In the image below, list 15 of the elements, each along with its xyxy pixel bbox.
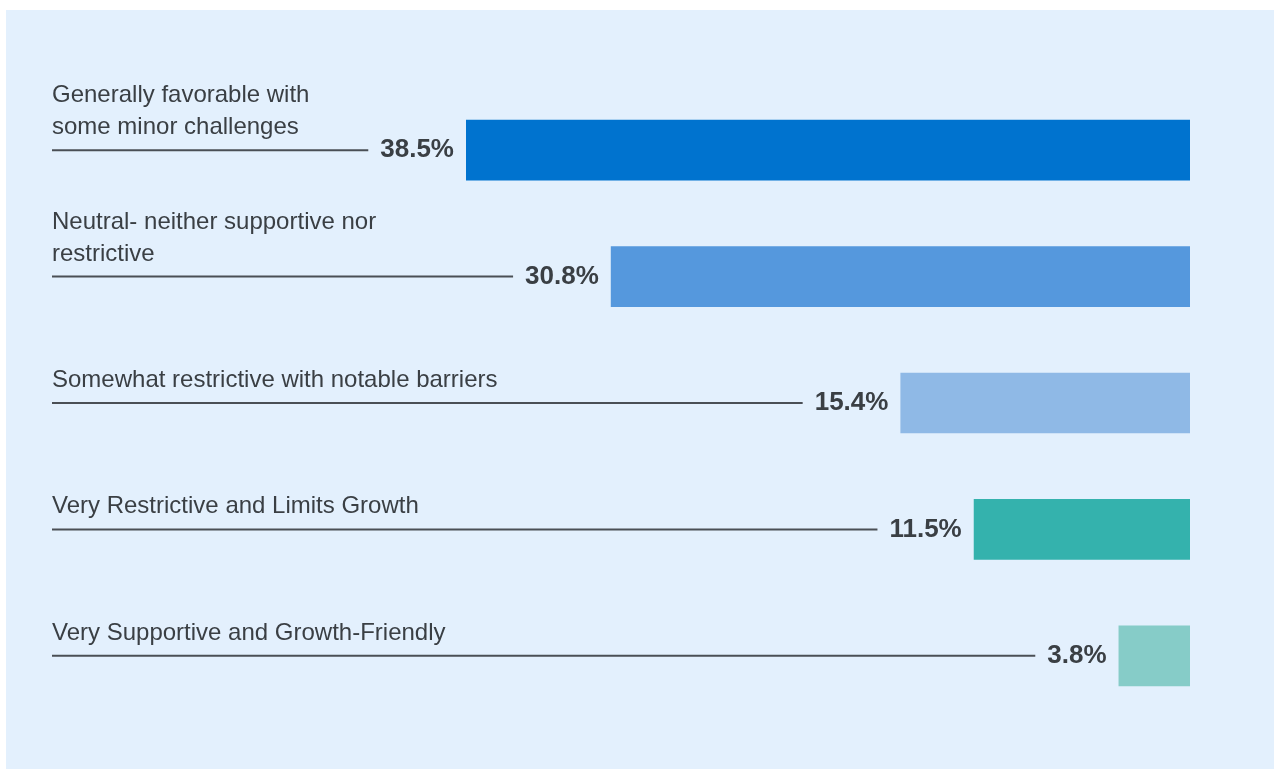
data-label: 30.8% [525,259,599,290]
y-tick-label: Very Restrictive and Limits Growth [52,491,419,519]
bar [1118,625,1190,687]
data-label: 38.5% [380,133,454,164]
y-tick-label: Somewhat restrictive with notable barriers [52,365,498,392]
bar [610,246,1190,307]
data-label: 3.8% [1047,638,1107,669]
bar [466,119,1190,181]
bar [973,499,1190,560]
bar [900,372,1190,434]
y-tick-label: Neutral- neither supportive nor restrictive [52,206,377,266]
data-label: 15.4% [814,386,889,417]
y-tick-label: Generally favorable with some minor challenges [52,80,310,140]
y-tick-label: Very Supportive and Growth-Friendly [52,617,446,645]
data-label: 11.5% [889,512,962,543]
